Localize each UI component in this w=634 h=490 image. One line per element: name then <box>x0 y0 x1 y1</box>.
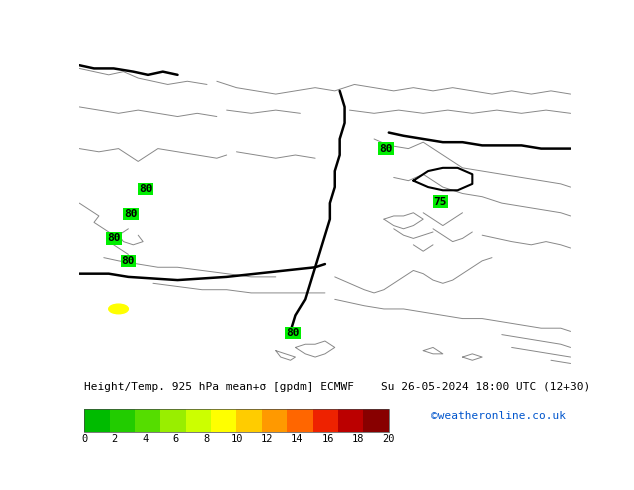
Text: 80: 80 <box>122 256 135 266</box>
Text: 80: 80 <box>286 328 300 338</box>
Text: 80: 80 <box>139 184 152 194</box>
Text: 8: 8 <box>203 434 209 444</box>
Text: 14: 14 <box>291 434 304 444</box>
Text: 80: 80 <box>124 209 138 220</box>
Bar <box>135 409 160 432</box>
Ellipse shape <box>109 304 128 314</box>
Bar <box>84 409 110 432</box>
Bar <box>338 409 363 432</box>
Bar <box>313 409 338 432</box>
Text: 80: 80 <box>380 144 393 153</box>
Bar <box>236 409 262 432</box>
Text: 80: 80 <box>107 233 120 244</box>
Text: 2: 2 <box>112 434 118 444</box>
Bar <box>110 409 135 432</box>
Text: 18: 18 <box>352 434 365 444</box>
Text: 12: 12 <box>261 434 273 444</box>
Bar <box>262 409 287 432</box>
Text: 75: 75 <box>434 196 447 206</box>
Bar <box>211 409 236 432</box>
Text: 20: 20 <box>382 434 395 444</box>
Bar <box>363 409 389 432</box>
Text: 6: 6 <box>172 434 179 444</box>
Text: 4: 4 <box>142 434 148 444</box>
Bar <box>160 409 186 432</box>
Bar <box>287 409 313 432</box>
Text: 16: 16 <box>321 434 334 444</box>
Bar <box>186 409 211 432</box>
Text: ©weatheronline.co.uk: ©weatheronline.co.uk <box>430 411 566 421</box>
Text: 0: 0 <box>81 434 87 444</box>
Bar <box>84 409 389 432</box>
Text: Height/Temp. 925 hPa mean+σ [gpdm] ECMWF    Su 26-05-2024 18:00 UTC (12+30): Height/Temp. 925 hPa mean+σ [gpdm] ECMWF… <box>84 382 590 392</box>
Text: 10: 10 <box>230 434 243 444</box>
